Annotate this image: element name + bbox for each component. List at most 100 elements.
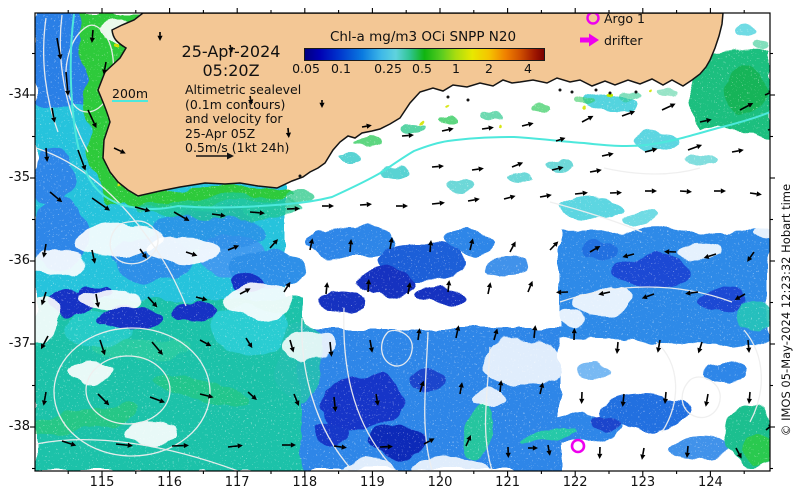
velocity-arrow: [746, 391, 752, 404]
velocity-arrow: [571, 328, 577, 341]
velocity-arrow: [539, 382, 545, 395]
velocity-arrow: [455, 325, 461, 339]
velocity-arrow: [361, 123, 372, 129]
velocity-arrow: [609, 190, 622, 196]
annotation-block: Altimetric sealevel (0.1m contours) and ve…: [185, 82, 302, 156]
velocity-arrow: [656, 339, 662, 353]
velocity-arrow: [614, 341, 620, 354]
velocity-arrow: [333, 444, 347, 450]
velocity-arrow: [211, 212, 226, 218]
velocity-arrow: [113, 147, 126, 154]
velocity-arrow: [249, 210, 265, 216]
velocity-arrow: [581, 115, 594, 123]
velocity-arrow: [469, 238, 475, 251]
velocity-scale-arrow: [196, 152, 234, 160]
velocity-arrow: [282, 442, 296, 448]
velocity-arrow: [401, 132, 414, 138]
velocity-arrow: [703, 253, 717, 259]
x-tick-label: 123: [630, 475, 656, 490]
velocity-arrow: [199, 339, 212, 347]
velocity-arrow: [532, 325, 538, 339]
velocity-arrow: [245, 337, 253, 349]
velocity-arrow: [579, 391, 585, 404]
velocity-arrow: [239, 288, 251, 295]
velocity-arrow: [171, 442, 189, 449]
velocity-arrow: [431, 163, 444, 169]
velocity-arrow: [493, 328, 499, 341]
velocity-arrow: [441, 127, 454, 133]
y-tick-label: -38: [8, 419, 30, 434]
velocity-arrow: [56, 37, 63, 60]
velocity-arrow: [471, 166, 484, 172]
velocity-arrow: [556, 289, 569, 295]
velocity-arrow: [94, 293, 101, 308]
argo-float-marker: [570, 438, 586, 454]
velocity-arrow: [147, 296, 158, 308]
velocity-arrow: [374, 393, 380, 406]
velocity-arrow: [734, 293, 746, 300]
velocity-arrow: [40, 291, 47, 306]
velocity-arrow: [428, 240, 434, 253]
velocity-arrow: [195, 296, 208, 302]
colorbar-tick-label: 1: [452, 61, 460, 76]
velocity-arrow: [498, 380, 504, 393]
velocity-arrow: [662, 391, 668, 404]
velocity-arrow: [767, 128, 770, 131]
velocity-arrow: [549, 241, 559, 251]
isobath-legend-label: 200m: [112, 86, 149, 101]
velocity-arrow: [227, 443, 243, 449]
velocity-arrow: [431, 200, 445, 206]
velocity-arrow: [285, 127, 292, 138]
observation-time: 05:20Z: [202, 61, 260, 80]
velocity-arrow: [555, 137, 566, 142]
annotation-line: 25-Apr 05Z: [185, 125, 256, 141]
velocity-arrow: [348, 239, 354, 253]
velocity-arrow: [747, 251, 755, 262]
velocity-arrow: [546, 444, 552, 456]
velocity-arrow: [527, 280, 533, 293]
velocity-arrow: [227, 245, 240, 251]
y-tick-label: -36: [8, 253, 30, 268]
velocity-arrow: [51, 107, 57, 123]
velocity-arrow: [505, 446, 511, 458]
velocity-arrow: [746, 339, 752, 353]
colorbar-tick-label: 0.25: [374, 61, 402, 76]
velocity-arrow: [589, 168, 602, 174]
velocity-arrow: [687, 144, 703, 151]
land-australia: [97, 13, 724, 197]
velocity-arrow: [396, 203, 408, 209]
velocity-arrow: [283, 281, 291, 293]
velocity-arrow: [324, 282, 330, 295]
velocity-arrow: [645, 188, 657, 194]
velocity-arrow: [199, 393, 214, 399]
velocity-arrow: [640, 447, 646, 460]
x-tick-label: 117: [224, 475, 250, 490]
colorbar-tick-label: 0.1: [331, 61, 351, 76]
velocity-arrow: [87, 109, 97, 129]
argo-legend-icon: [586, 13, 600, 25]
velocity-arrow: [44, 147, 50, 162]
velocity-arrow: [465, 435, 472, 447]
velocity-arrow: [528, 445, 538, 451]
velocity-arrow: [102, 61, 108, 75]
velocity-arrow: [359, 201, 372, 208]
colorbar-tick-label: 0.05: [292, 61, 320, 76]
velocity-arrow: [91, 197, 111, 211]
annotation-line: Altimetric sealevel: [185, 82, 302, 97]
velocity-arrow: [89, 29, 95, 43]
velocity-arrow: [41, 391, 48, 406]
y-tick-label: -37: [8, 336, 30, 351]
velocity-arrow: [91, 249, 97, 264]
velocity-arrow: [697, 341, 703, 354]
x-tick-label: 120: [427, 475, 453, 490]
velocity-arrow: [65, 71, 71, 96]
colorbar-gradient: [304, 48, 545, 61]
velocity-arrow: [99, 339, 106, 356]
velocity-arrow: [467, 197, 480, 203]
velocity-arrow: [509, 241, 516, 253]
velocity-arrow: [597, 446, 603, 459]
velocity-arrow: [286, 206, 300, 212]
velocity-arrow: [503, 194, 516, 200]
velocity-arrow: [739, 102, 754, 111]
